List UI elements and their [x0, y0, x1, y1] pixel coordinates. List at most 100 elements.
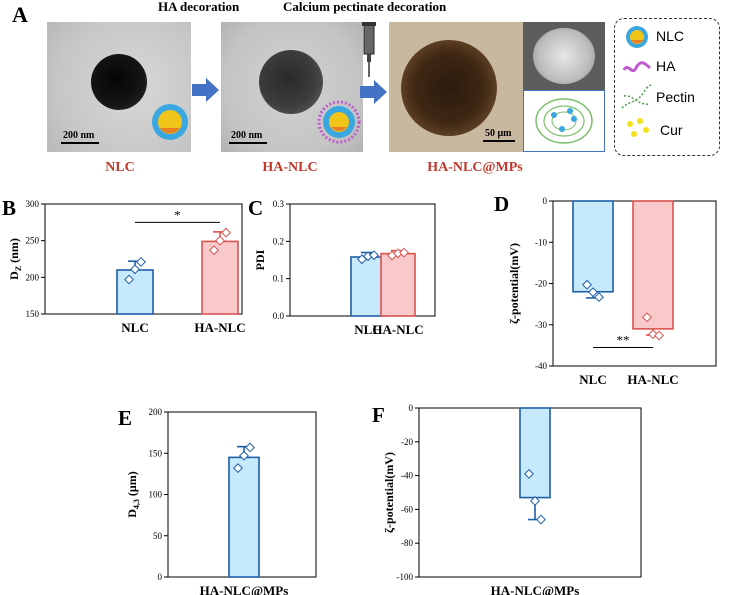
data-point [209, 245, 219, 256]
y-tick-label: 200 [26, 272, 40, 282]
ha-nlc-scale-text: 200 nm [231, 130, 263, 141]
x-category-label: HA-NLC [627, 372, 678, 387]
data-point [369, 250, 379, 261]
syringe-icon [362, 22, 376, 77]
dish-photo [523, 22, 605, 90]
ha-nlc-tem-image: 200 nm [221, 22, 363, 152]
arrow-right-icon [192, 78, 219, 102]
y-tick-label: 0 [158, 572, 163, 582]
panel-letter-e: E [118, 406, 132, 430]
data-point [642, 312, 652, 323]
nlc-image-label: NLC [105, 160, 135, 175]
ha-nlc-schematic-icon [317, 100, 361, 144]
y-axis-label: ζ-potential(mV) [507, 243, 521, 324]
bar-ha-nlc@mps [228, 456, 260, 578]
chart-b: B 150 200 250 300 DZ (nm) NLC HA-NLC * [2, 196, 246, 335]
y-tick-label: -20 [401, 437, 413, 447]
microparticle [401, 40, 497, 136]
x-category-label: HA-NLC@MPs [491, 583, 580, 595]
bar-ha-nlc [632, 200, 674, 330]
data-point [136, 256, 146, 267]
nlc-particle [91, 54, 147, 110]
y-tick-label: 0.1 [273, 274, 284, 284]
y-tick-label: 0.0 [273, 311, 285, 321]
panel-letter-d: D [494, 192, 509, 216]
legend-cur: Cur [660, 122, 683, 138]
ha-nlc-mps-image-label: HA-NLC@MPs [427, 160, 523, 175]
panel-letter-a: A [12, 2, 28, 27]
x-category-label: NLC [354, 322, 381, 337]
nlc-scale-bar [61, 142, 99, 144]
y-tick-label: 0 [543, 196, 548, 206]
data-point [582, 279, 592, 290]
x-category-label: HA-NLC [372, 322, 423, 337]
x-category-label: NLC [121, 320, 148, 335]
y-axis-label: PDI [253, 249, 267, 270]
y-tick-label: -80 [401, 538, 413, 548]
data-point [393, 248, 403, 259]
y-tick-label: 0 [409, 403, 414, 413]
x-category-label: NLC [579, 372, 606, 387]
bar-nlc [350, 256, 386, 317]
legend-ha: HA [656, 58, 676, 74]
y-tick-label: 100 [149, 490, 163, 500]
data-point [239, 450, 249, 461]
microparticle-schematic [523, 90, 605, 152]
data-point [594, 292, 604, 303]
chart-e: E 0 50 100 150 200 D4,3 (μm) HA-NLC@MPs [118, 406, 317, 595]
panel-letter-f: F [372, 403, 385, 427]
y-tick-label: -40 [535, 361, 547, 371]
y-tick-label: 200 [149, 407, 163, 417]
data-point [524, 468, 534, 479]
y-tick-label: -60 [401, 504, 413, 514]
bar-nlc [572, 200, 614, 293]
nlc-scale-text: 200 nm [63, 130, 95, 141]
nlc-tem-image: 200 nm [47, 22, 191, 152]
microparticle-scale-text: 50 μm [485, 128, 512, 139]
y-axis-label: ζ-potential(mV) [382, 452, 396, 533]
nlc-legend-icon [626, 26, 648, 48]
y-tick-label: 50 [153, 531, 163, 541]
y-tick-label: 250 [26, 236, 40, 246]
y-tick-label: -10 [535, 237, 547, 247]
legend-nlc: NLC [656, 28, 685, 44]
y-tick-label: 0.3 [273, 199, 285, 209]
step-title-ha-decoration: HA decoration [158, 0, 240, 14]
data-point [399, 247, 409, 258]
microparticle-image: 50 μm [389, 22, 523, 152]
ha-nlc-image-label: HA-NLC [262, 160, 318, 175]
significance-mark: * [174, 207, 181, 222]
chart-d: D -40 -30 -20 -10 0 ζ-potential(mV) NLC HA-NLC ** [494, 192, 717, 387]
legend-pectin: Pectin [656, 89, 695, 105]
data-point [536, 514, 546, 525]
y-tick-label: 300 [26, 199, 40, 209]
dish-surface [533, 28, 595, 84]
microparticle-scale-bar [483, 140, 515, 142]
significance-mark: ** [617, 332, 630, 347]
cur-legend-icon [627, 118, 649, 137]
panel-letter-b: B [2, 196, 16, 220]
step-title-pectinate-decoration: Calcium pectinate decoration [283, 0, 447, 14]
chart-f: F -100 -80 -60 -40 -20 0 ζ-potential(mV) HA-NLC@… [372, 403, 642, 595]
y-tick-label: 0.2 [273, 236, 284, 246]
pectin-legend-icon [621, 84, 653, 109]
ha-nlc-particle [259, 50, 323, 114]
y-axis-label: DZ (nm) [7, 238, 23, 280]
y-axis-label: D4,3 (μm) [125, 471, 141, 517]
data-point [221, 227, 231, 238]
data-point [530, 496, 540, 506]
data-point [124, 274, 134, 285]
data-point [245, 442, 255, 453]
pectin-network-icon [535, 98, 593, 144]
data-point [215, 235, 225, 246]
bar-ha-nlc@mps [519, 407, 551, 499]
data-point [130, 264, 140, 275]
ha-nlc-scale-bar [229, 142, 267, 144]
ha-legend-icon [622, 61, 652, 73]
data-point [233, 463, 243, 474]
y-tick-label: 150 [149, 448, 163, 458]
arrow-right-icon [360, 80, 387, 104]
bar-ha-nlc [380, 252, 416, 317]
bar-ha-nlc [201, 240, 239, 315]
